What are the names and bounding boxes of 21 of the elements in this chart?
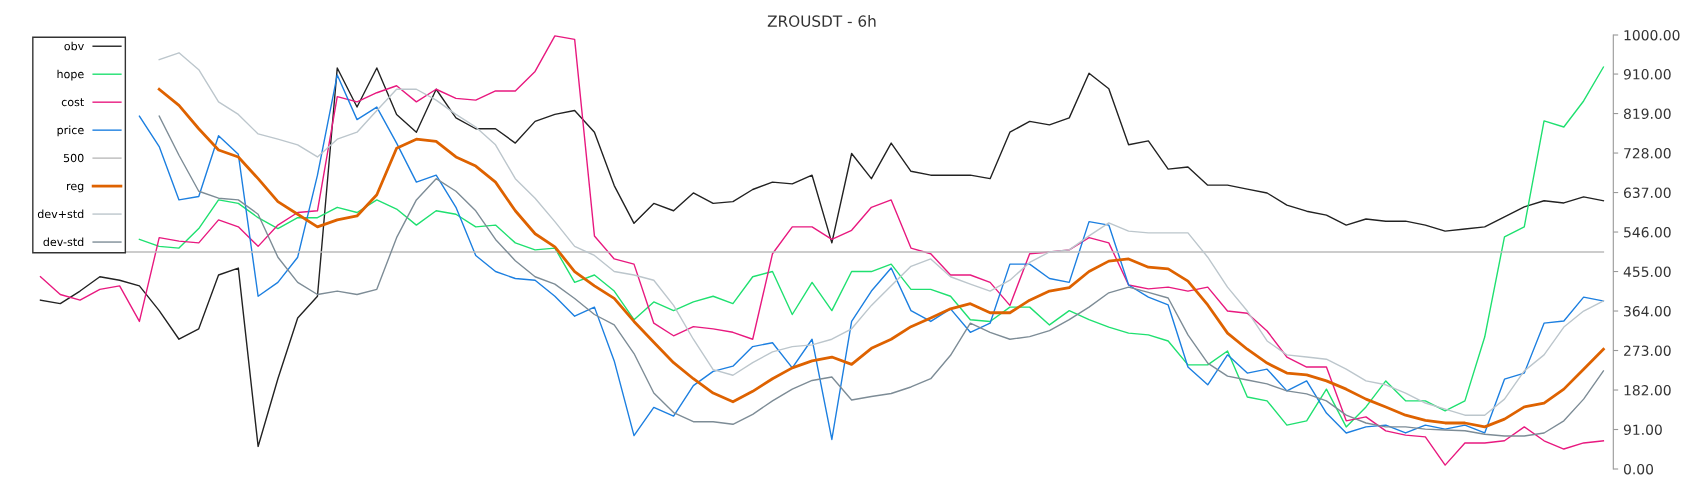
y-tick-label: 819.00 [1623, 108, 1671, 120]
y-tick-label: 273.00 [1624, 345, 1671, 356]
legend-label: reg [67, 183, 84, 193]
y-tick-label: 546.00 [1624, 227, 1671, 238]
legend-label: dev-std [43, 237, 84, 247]
y-tick-label: 455.00 [1623, 266, 1671, 277]
chart-title: ZROUSDT - 6h [767, 15, 876, 27]
y-tick-label: 91.00 [1623, 424, 1662, 435]
y-tick-label: 1000.00 [1624, 29, 1680, 41]
legend-label: price [57, 125, 84, 137]
legend-label: dev+std [37, 209, 84, 219]
y-tick-label: 728.00 [1624, 148, 1671, 159]
y-tick-label: 637.00 [1623, 187, 1671, 199]
y-tick-label: 182.00 [1624, 384, 1671, 396]
y-tick-label: 0.00 [1623, 463, 1654, 475]
legend-label: obv [64, 41, 84, 51]
legend-label: 500 [63, 153, 84, 163]
y-tick-label: 910.00 [1623, 69, 1671, 80]
y-tick-label: 364.00 [1624, 305, 1671, 317]
legend-label: cost [61, 98, 84, 107]
legend-label: hope [57, 69, 84, 81]
